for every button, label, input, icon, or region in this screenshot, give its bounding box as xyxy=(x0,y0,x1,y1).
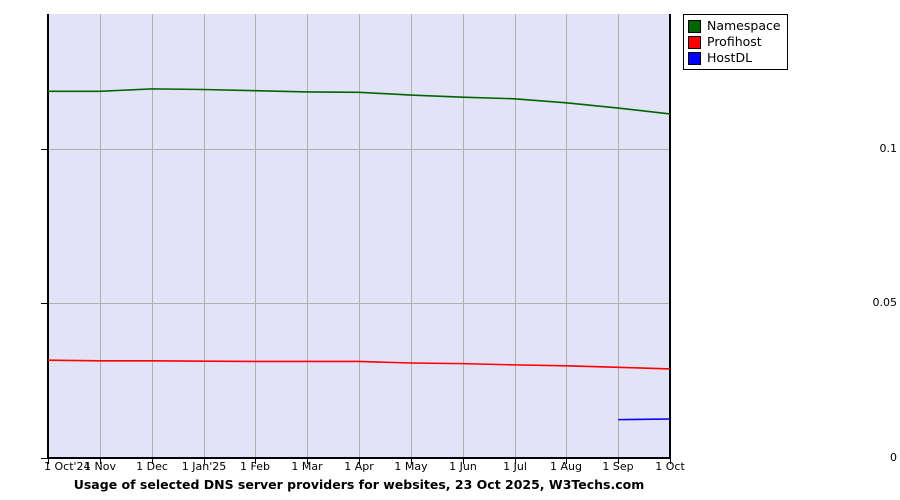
y-tick-label: 0 xyxy=(890,451,897,464)
x-tick-mark xyxy=(515,459,516,464)
legend-item-profihost: Profihost xyxy=(688,34,781,50)
x-tick-mark xyxy=(204,459,205,464)
x-tick-label: 1 Dec xyxy=(136,460,168,473)
gridline-vertical xyxy=(566,14,567,458)
x-axis-line xyxy=(47,457,671,459)
legend-item-hostdl: HostDL xyxy=(688,50,781,66)
x-tick-label: 1 Nov xyxy=(84,460,116,473)
x-tick-label: 1 Mar xyxy=(291,460,323,473)
legend-label-profihost: Profihost xyxy=(707,34,762,49)
legend-swatch-hostdl xyxy=(688,51,701,65)
x-tick-label: 1 Apr xyxy=(344,460,374,473)
gridline-vertical xyxy=(307,14,308,458)
x-tick-label: 1 Jun xyxy=(449,460,477,473)
x-tick-label: 1 May xyxy=(394,460,428,473)
plot-right-border xyxy=(669,14,671,459)
x-tick-label: 1 Aug xyxy=(550,460,582,473)
x-tick-mark xyxy=(48,459,49,464)
x-tick-label: 1 Oct xyxy=(655,460,685,473)
y-tick-label: 0.05 xyxy=(872,296,898,309)
x-tick-label: 1 Oct'24 xyxy=(44,460,91,473)
x-tick-label: 1 Jul xyxy=(503,460,527,473)
gridline-horizontal xyxy=(48,149,670,150)
gridline-vertical xyxy=(463,14,464,458)
y-axis-line xyxy=(47,14,49,459)
x-tick-mark xyxy=(152,459,153,464)
gridline-horizontal xyxy=(48,303,670,304)
x-tick-mark xyxy=(463,459,464,464)
x-tick-mark xyxy=(618,459,619,464)
y-tick-mark xyxy=(41,149,49,150)
gridline-vertical xyxy=(359,14,360,458)
chart-legend: Namespace Profihost HostDL xyxy=(683,14,788,70)
y-tick-mark xyxy=(41,303,49,304)
x-tick-mark xyxy=(670,459,671,464)
legend-label-hostdl: HostDL xyxy=(707,50,753,65)
x-tick-label: 1 Feb xyxy=(240,460,270,473)
x-tick-mark xyxy=(566,459,567,464)
gridline-vertical xyxy=(100,14,101,458)
gridline-vertical xyxy=(411,14,412,458)
gridline-vertical xyxy=(515,14,516,458)
x-tick-label: 1 Jan'25 xyxy=(181,460,227,473)
x-tick-mark xyxy=(307,459,308,464)
x-tick-label: 1 Sep xyxy=(602,460,634,473)
gridline-vertical xyxy=(204,14,205,458)
gridline-vertical xyxy=(618,14,619,458)
legend-label-namespace: Namespace xyxy=(707,18,781,33)
legend-swatch-namespace xyxy=(688,19,701,33)
chart-caption: Usage of selected DNS server providers f… xyxy=(73,477,645,492)
x-tick-mark xyxy=(359,459,360,464)
y-tick-mark xyxy=(41,458,49,459)
x-tick-mark xyxy=(255,459,256,464)
legend-item-namespace: Namespace xyxy=(688,18,781,34)
x-tick-mark xyxy=(411,459,412,464)
gridline-vertical xyxy=(152,14,153,458)
y-tick-label: 0.1 xyxy=(879,142,898,155)
legend-swatch-profihost xyxy=(688,35,701,49)
x-tick-mark xyxy=(100,459,101,464)
gridline-vertical xyxy=(255,14,256,458)
